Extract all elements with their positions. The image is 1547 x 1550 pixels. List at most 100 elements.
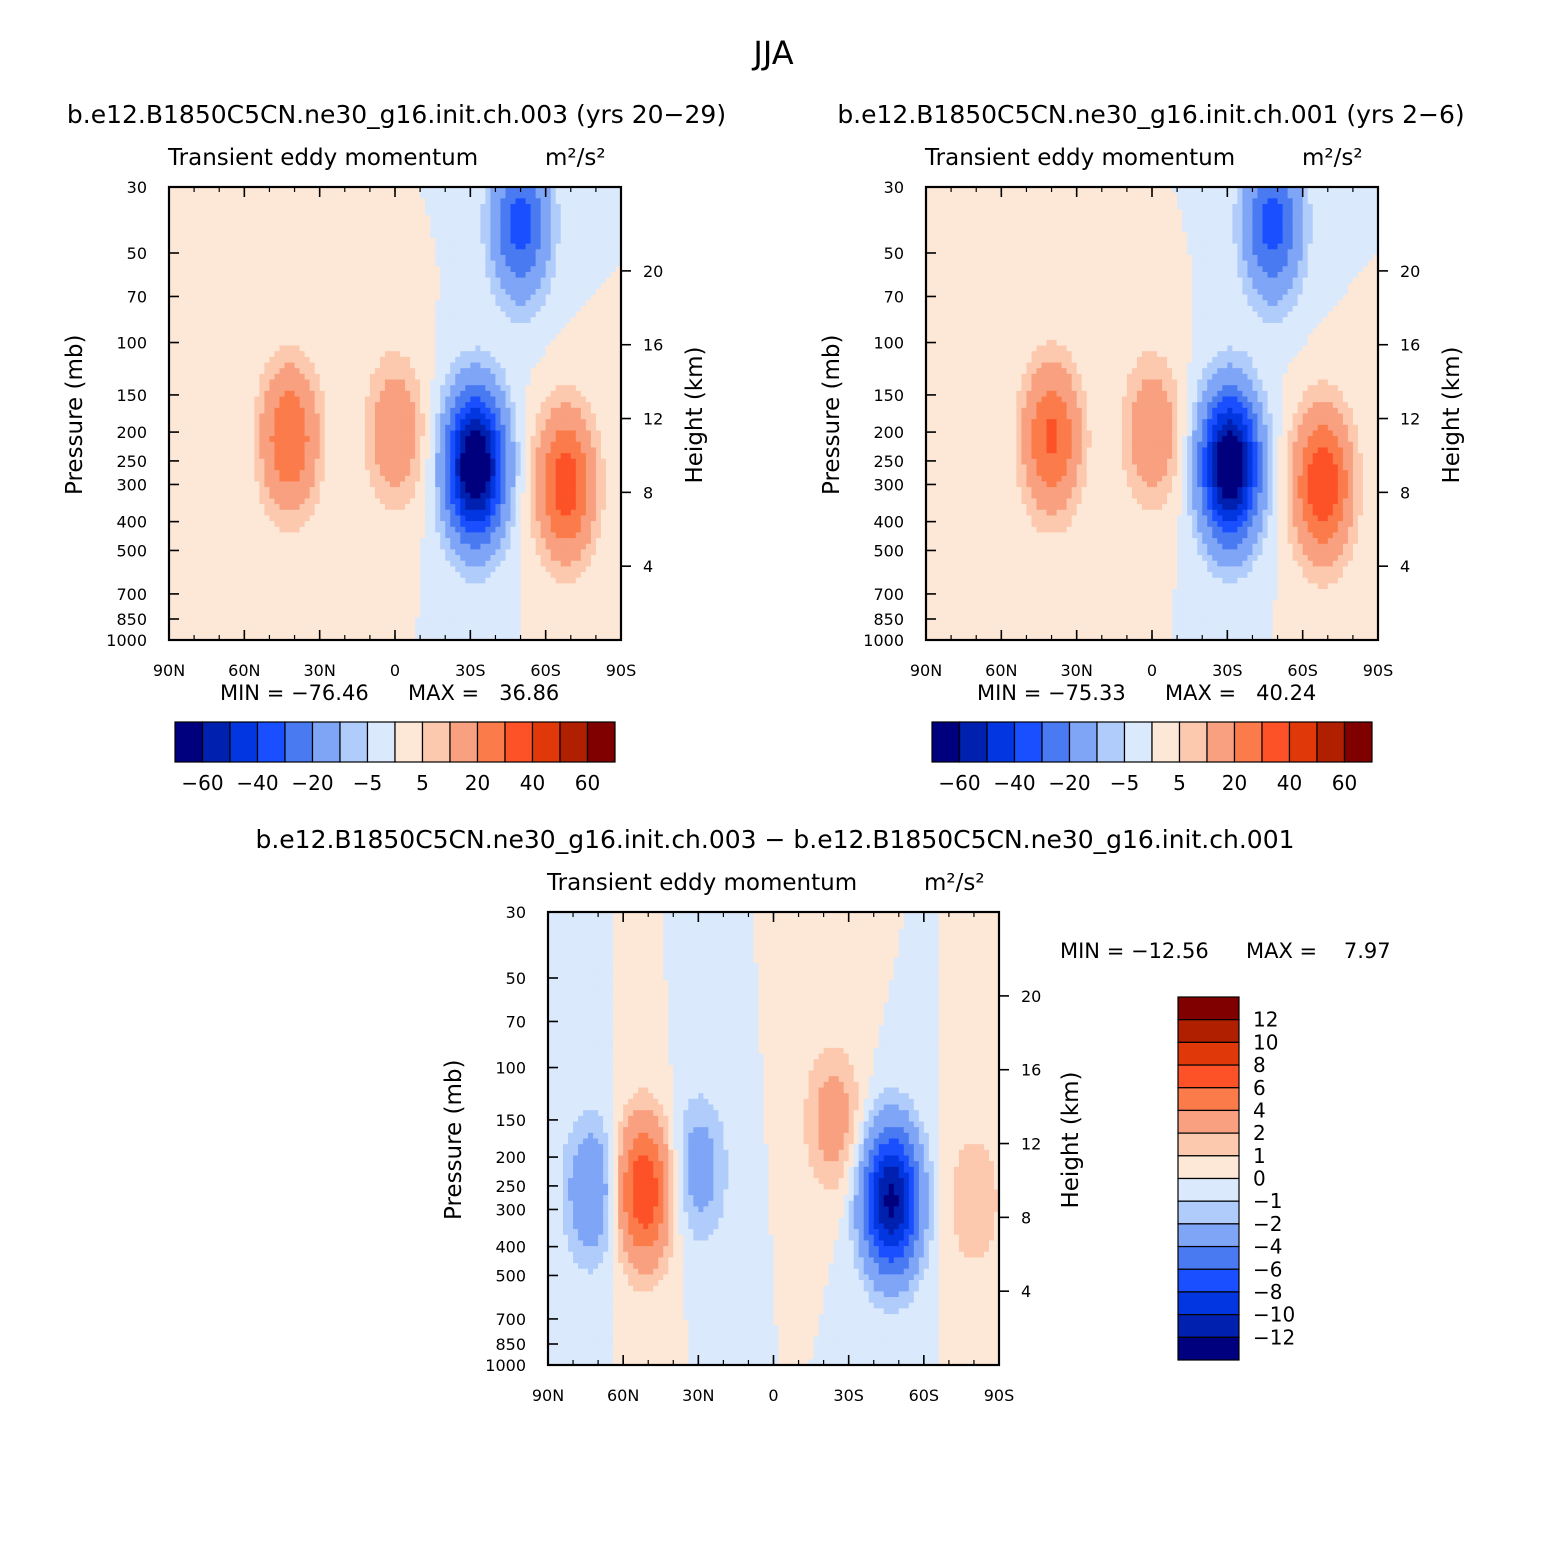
colorbar-swatch [1288,721,1318,763]
colorbar-label: −60 [938,771,980,795]
panel-3-max: MAX = 7.97 [1246,939,1391,963]
y-tick-label: 50 [884,244,904,263]
y-tick-label: 1000 [485,1356,526,1375]
y2-tick-label: 20 [1021,987,1041,1006]
colorbar-swatch [1177,1109,1240,1134]
colorbar-label: 2 [1253,1121,1266,1145]
colorbar-label: 10 [1253,1030,1278,1054]
colorbar-swatch [504,721,534,763]
y2-tick-label: 4 [643,557,653,576]
x-tick-label: 0 [1147,661,1157,680]
colorbar-label: 5 [416,771,429,795]
colorbar-label: −12 [1253,1325,1295,1349]
y2-tick-label: 12 [1400,410,1420,429]
colorbar-label: 0 [1253,1167,1266,1191]
y-tick-label: 50 [506,969,526,988]
y-tick-label: 300 [873,475,904,494]
panel-2-min: MIN = −75.33 [977,681,1126,705]
colorbar-label: −40 [236,771,278,795]
colorbar-swatch [1177,1314,1240,1338]
colorbar-swatch [476,721,506,763]
colorbar-swatch [1177,1336,1240,1361]
panel-3-field [548,912,999,1365]
y-tick-label: 500 [495,1266,526,1285]
colorbar-swatch [1343,721,1373,763]
panel-1-var-label: Transient eddy momentum [168,145,478,171]
panel-2-field [926,187,1378,640]
y-tick-label: 400 [495,1238,526,1257]
colorbar-swatch [958,721,988,763]
y-tick-label: 700 [116,585,147,604]
colorbar-swatch [1233,721,1263,763]
colorbar-swatch [1177,1132,1240,1157]
colorbar-label: 60 [575,771,600,795]
colorbar-swatch [284,721,314,763]
colorbar-label: −1 [1253,1189,1282,1213]
y-tick-label: 30 [127,178,147,197]
colorbar-swatch [1261,721,1291,763]
colorbar-swatch [366,721,396,763]
x-tick-label: 60S [1287,661,1318,680]
colorbar-swatch [1206,721,1236,763]
y-tick-label: 1000 [863,631,904,650]
colorbar-swatch [1177,1019,1240,1043]
y-tick-label: 400 [116,513,147,532]
colorbar-label: 1 [1253,1144,1266,1168]
y-tick-label: 850 [116,610,147,629]
x-tick-label: 60N [228,661,260,680]
colorbar-swatch [1123,721,1153,763]
x-tick-label: 30S [455,661,486,680]
colorbar-swatch [339,721,369,763]
colorbar-label: 5 [1173,771,1186,795]
y2-tick-label: 12 [643,410,663,429]
y-tick-label: 250 [495,1177,526,1196]
y2-tick-label: 12 [1021,1135,1041,1154]
colorbar-swatch [986,721,1016,763]
colorbar-label: −20 [291,771,333,795]
colorbar-swatch [174,721,204,763]
y2-tick-label: 8 [1021,1208,1031,1227]
y-tick-label: 700 [873,585,904,604]
y-tick-label: 400 [873,513,904,532]
y-tick-label: 500 [873,541,904,560]
colorbar-label: −60 [181,771,223,795]
y2-tick-label: 16 [1021,1061,1041,1080]
colorbar-swatch [1177,1177,1240,1202]
colorbar-swatch [421,721,451,763]
colorbar-swatch [531,721,561,763]
x-tick-label: 30N [1061,661,1093,680]
y-tick-label: 70 [884,287,904,306]
colorbar-swatch [311,721,341,763]
x-tick-label: 90N [153,661,185,680]
y2-tick-label: 20 [643,262,663,281]
y-tick-label: 250 [873,452,904,471]
y-tick-label: 30 [506,903,526,922]
panel-2-units: m²/s² [1302,145,1363,171]
y-tick-label: 1000 [106,631,147,650]
y-tick-label: 100 [495,1059,526,1078]
colorbar-swatch [256,721,286,763]
panel-3-var-label: Transient eddy momentum [547,870,857,896]
colorbar-label: −5 [1110,771,1139,795]
colorbar-label: 8 [1253,1053,1266,1077]
y-tick-label: 100 [116,334,147,353]
x-tick-label: 60N [607,1386,639,1405]
x-tick-label: 90S [606,661,637,680]
panel-1-min: MIN = −76.46 [220,681,369,705]
figure-title: JJA [0,34,1547,72]
y-tick-label: 150 [116,386,147,405]
y2-tick-label: 20 [1400,262,1420,281]
colorbar-label: 40 [1277,771,1302,795]
y2-tick-label: 16 [1400,336,1420,355]
colorbar-swatch [1013,721,1043,763]
colorbar-label: 40 [520,771,545,795]
colorbar-swatch [1068,721,1098,763]
panel-1-field [169,187,621,640]
panel-2-var-label: Transient eddy momentum [925,145,1235,171]
y-tick-label: 150 [495,1111,526,1130]
y2-tick-label: 8 [1400,483,1410,502]
x-tick-label: 90N [910,661,942,680]
y-tick-label: 200 [116,423,147,442]
colorbar-label: 60 [1332,771,1357,795]
